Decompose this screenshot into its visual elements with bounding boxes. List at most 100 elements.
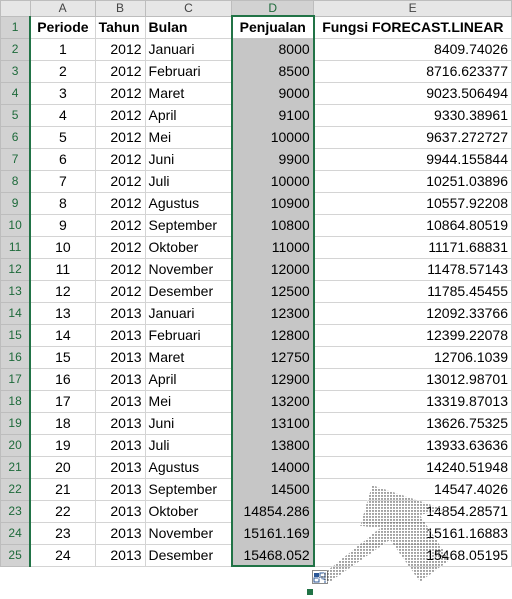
cell-c5[interactable]: April <box>144 103 233 127</box>
cell-e9[interactable]: 10557.92208 <box>313 191 512 215</box>
cell-c17[interactable]: April <box>144 367 233 391</box>
cell-b19[interactable]: 2013 <box>94 411 146 435</box>
table-row: 3 2 2012 Februari 8500 8716.623377 <box>0 59 512 83</box>
table-row: 19 18 2013 Juni 13100 13626.75325 <box>0 411 512 435</box>
cell-e2[interactable]: 8409.74026 <box>313 37 512 61</box>
cell-b4[interactable]: 2012 <box>94 81 146 105</box>
cell-d22[interactable]: 14500 <box>230 477 315 501</box>
row-header-21[interactable]: 21 <box>0 455 32 479</box>
cell-d20[interactable]: 13800 <box>230 433 315 457</box>
cell-b22[interactable]: 2013 <box>94 477 146 501</box>
cell-a14[interactable]: 13 <box>29 301 96 325</box>
spreadsheet-grid: A B C D E 1 Periode Tahun Bulan Penjualan Fungsi F… <box>0 0 512 567</box>
cell-e6[interactable]: 9637.272727 <box>313 125 512 149</box>
cell-d21[interactable]: 14000 <box>230 455 315 479</box>
table-row: 13 12 2012 Desember 12500 11785.45455 <box>0 279 512 303</box>
cell-d12[interactable]: 12000 <box>230 257 315 281</box>
cell-e20[interactable]: 13933.63636 <box>313 433 512 457</box>
cell-c18[interactable]: Mei <box>144 389 233 413</box>
cell-d19[interactable]: 13100 <box>230 411 315 435</box>
cell-b11[interactable]: 2012 <box>94 235 146 259</box>
cell-d5[interactable]: 9100 <box>230 103 315 127</box>
row-header-6[interactable]: 6 <box>0 125 32 149</box>
cell-b20[interactable]: 2013 <box>94 433 146 457</box>
table-row: 17 16 2013 April 12900 13012.98701 <box>0 367 512 391</box>
cell-b17[interactable]: 2013 <box>94 367 146 391</box>
cell-b23[interactable]: 2013 <box>94 499 146 523</box>
cell-e16[interactable]: 12706.1039 <box>313 345 512 369</box>
row-header-10[interactable]: 10 <box>0 213 32 237</box>
cell-e18[interactable]: 13319.87013 <box>313 389 512 413</box>
table-row: 22 21 2013 September 14500 14547.4026 <box>0 477 512 501</box>
cell-d16[interactable]: 12750 <box>230 345 315 369</box>
cell-c13[interactable]: Desember <box>144 279 233 303</box>
row-header-25[interactable]: 25 <box>0 543 32 567</box>
cell-b14[interactable]: 2013 <box>94 301 146 325</box>
cell-c6[interactable]: Mei <box>144 125 233 149</box>
row-header-13[interactable]: 13 <box>0 279 32 303</box>
cell-d14[interactable]: 12300 <box>230 301 315 325</box>
cell-b5[interactable]: 2012 <box>94 103 146 127</box>
cell-b7[interactable]: 2012 <box>94 147 146 171</box>
table-row: 2 1 2012 Januari 8000 8409.74026 <box>0 37 512 61</box>
row-header-17[interactable]: 17 <box>0 367 32 391</box>
cell-b25[interactable]: 2013 <box>94 543 146 567</box>
row-header-1[interactable]: 1 <box>0 15 32 39</box>
row-header-2[interactable]: 2 <box>0 37 32 61</box>
cell-e1[interactable]: Fungsi FORECAST.LINEAR <box>313 15 512 39</box>
table-row: 20 19 2013 Juli 13800 13933.63636 <box>0 433 512 457</box>
row-header-5[interactable]: 5 <box>0 103 32 127</box>
cell-d11[interactable]: 11000 <box>230 235 315 259</box>
cell-d8[interactable]: 10000 <box>230 169 315 193</box>
cell-c2[interactable]: Januari <box>144 37 233 61</box>
table-row: 6 5 2012 Mei 10000 9637.272727 <box>0 125 512 149</box>
row-header-9[interactable]: 9 <box>0 191 32 215</box>
cell-a1[interactable]: Periode <box>29 15 96 39</box>
cell-b12[interactable]: 2012 <box>94 257 146 281</box>
row-header-19[interactable]: 19 <box>0 411 32 435</box>
cell-b9[interactable]: 2012 <box>94 191 146 215</box>
cell-d1[interactable]: Penjualan <box>230 15 315 39</box>
cell-b15[interactable]: 2013 <box>94 323 146 347</box>
column-header-d[interactable]: D <box>231 0 315 17</box>
row-header-24[interactable]: 24 <box>0 521 32 545</box>
cell-e17[interactable]: 13012.98701 <box>313 367 512 391</box>
row-header-3[interactable]: 3 <box>0 59 32 83</box>
cell-c21[interactable]: Agustus <box>144 455 233 479</box>
select-all-corner[interactable] <box>0 0 31 17</box>
cell-c22[interactable]: September <box>144 477 233 501</box>
column-header-e[interactable]: E <box>313 0 512 17</box>
column-header-c[interactable]: C <box>144 0 233 17</box>
cell-d15[interactable]: 12800 <box>230 323 315 347</box>
cell-b1[interactable]: Tahun <box>94 15 146 39</box>
cell-d23[interactable]: 14854.286 <box>230 499 315 523</box>
column-header-a[interactable]: A <box>29 0 96 17</box>
cell-c14[interactable]: Januari <box>144 301 233 325</box>
cell-d25[interactable]: 15468.052 <box>230 543 315 567</box>
cell-d7[interactable]: 9900 <box>230 147 315 171</box>
row-header-23[interactable]: 23 <box>0 499 32 523</box>
row-header-16[interactable]: 16 <box>0 345 32 369</box>
cell-c25[interactable]: Desember <box>144 543 233 567</box>
fill-handle[interactable] <box>306 588 314 596</box>
cell-d17[interactable]: 12900 <box>230 367 315 391</box>
cell-e10[interactable]: 10864.80519 <box>313 213 512 237</box>
cell-d4[interactable]: 9000 <box>230 81 315 105</box>
cell-d2[interactable]: 8000 <box>230 37 315 61</box>
cell-e8[interactable]: 10251.03896 <box>313 169 512 193</box>
cell-e22[interactable]: 14547.4026 <box>313 477 512 501</box>
row-header-20[interactable]: 20 <box>0 433 32 457</box>
table-row: 9 8 2012 Agustus 10900 10557.92208 <box>0 191 512 215</box>
row-header-22[interactable]: 22 <box>0 477 32 501</box>
column-header-b[interactable]: B <box>94 0 146 17</box>
cell-b16[interactable]: 2013 <box>94 345 146 369</box>
cell-c9[interactable]: Agustus <box>144 191 233 215</box>
cell-b2[interactable]: 2012 <box>94 37 146 61</box>
cell-a11[interactable]: 10 <box>29 235 96 259</box>
row-header-14[interactable]: 14 <box>0 301 32 325</box>
row-header-11[interactable]: 11 <box>0 235 32 259</box>
table-row: 18 17 2013 Mei 13200 13319.87013 <box>0 389 512 413</box>
cell-d6[interactable]: 10000 <box>230 125 315 149</box>
cell-e13[interactable]: 11785.45455 <box>313 279 512 303</box>
